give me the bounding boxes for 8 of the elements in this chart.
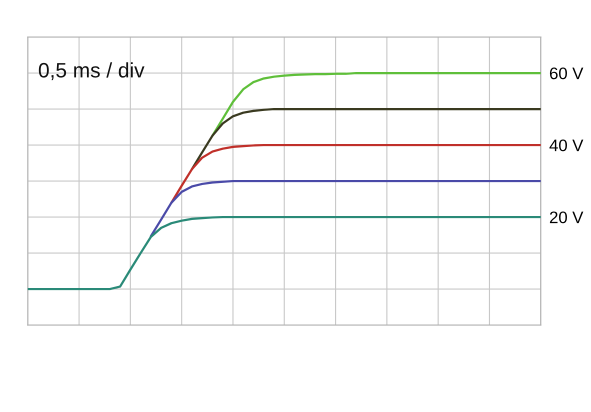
y-tick-label: 20 V xyxy=(550,211,584,224)
y-tick-label: 40 V xyxy=(549,139,584,152)
line-series xyxy=(211,72,541,137)
line-series xyxy=(190,108,541,170)
annotation: 0,5 ms / div xyxy=(38,62,144,80)
line-series xyxy=(150,180,541,238)
line-series xyxy=(28,216,541,290)
y-tick-label: 60 V xyxy=(550,67,584,80)
